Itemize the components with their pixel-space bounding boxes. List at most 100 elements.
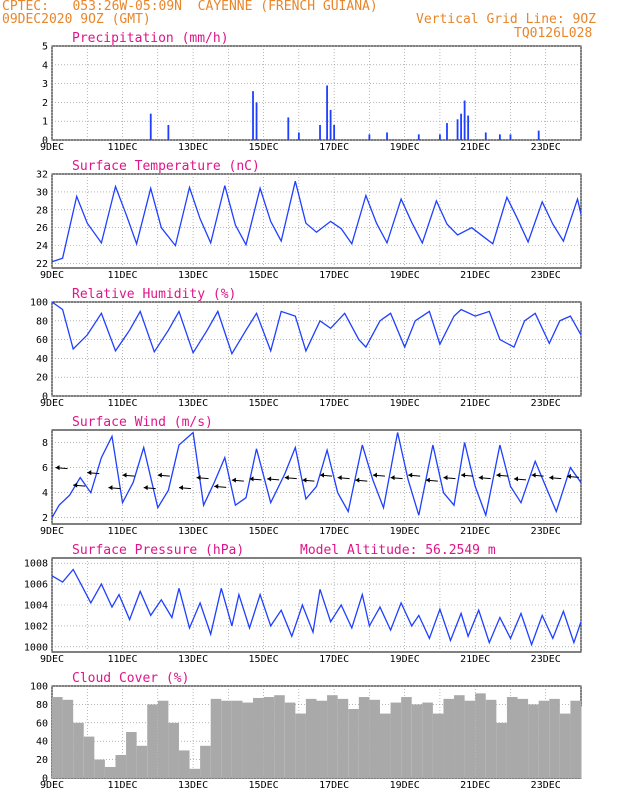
cloud-bar xyxy=(517,698,529,778)
cloud-bar xyxy=(189,768,201,778)
y-tick-label: 100 xyxy=(30,682,48,693)
x-tick-label: 9DEC xyxy=(40,526,64,537)
panel-frame xyxy=(51,173,582,269)
x-tick-label: 11DEC xyxy=(107,526,137,537)
header-line2-right: Vertical Grid Line: 9OZ xyxy=(416,12,597,27)
wind-arrow-head xyxy=(108,485,113,491)
cloud-bar xyxy=(284,702,296,778)
panel-subtitle: Model Altitude: 56.2549 m xyxy=(300,543,496,558)
cloud-bar xyxy=(94,759,105,778)
cloud-bar xyxy=(52,697,63,778)
x-tick-label: 11DEC xyxy=(107,142,137,153)
cloud-bar xyxy=(136,745,148,778)
precip-bar xyxy=(252,91,254,140)
x-tick-label: 9DEC xyxy=(40,142,64,153)
cloud-bar xyxy=(348,709,359,778)
wind-arrow-head xyxy=(249,476,254,482)
cloud-bar xyxy=(157,700,169,778)
y-tick-label: 30 xyxy=(36,187,48,198)
wind-arrow-head xyxy=(461,472,466,478)
series-line xyxy=(51,431,582,519)
cloud-bar xyxy=(263,697,275,778)
cloud-bar xyxy=(358,697,370,778)
x-tick-label: 13DEC xyxy=(178,780,208,791)
panel-title: Cloud Cover (%) xyxy=(72,671,189,686)
x-tick-label: 17DEC xyxy=(319,142,349,153)
y-tick-label: 60 xyxy=(36,335,48,346)
x-tick-label: 21DEC xyxy=(460,398,490,409)
cloud-bar xyxy=(83,736,95,778)
precip-bar xyxy=(368,134,371,140)
panel-title: Surface Temperature (nC) xyxy=(72,159,260,174)
y-tick-label: 0 xyxy=(42,392,48,403)
cloud-bar xyxy=(147,704,158,778)
precip-bar xyxy=(467,115,470,140)
cloud-bar xyxy=(210,698,222,778)
y-tick-label: 4 xyxy=(42,60,48,71)
x-tick-label: 23DEC xyxy=(531,526,561,537)
x-tick-label: 15DEC xyxy=(249,654,279,665)
cloud-bar xyxy=(369,699,380,778)
x-tick-label: 9DEC xyxy=(40,780,64,791)
y-tick-label: 0 xyxy=(42,136,48,147)
cloud-bar xyxy=(62,699,74,778)
cloud-bar xyxy=(570,700,581,778)
cloud-bar xyxy=(221,700,232,778)
y-tick-label: 1002 xyxy=(24,621,48,632)
wind-arrow-head xyxy=(443,475,448,481)
precip-bar xyxy=(329,109,332,140)
cloud-bar xyxy=(538,700,550,778)
y-tick-label: 2 xyxy=(42,513,48,524)
x-tick-label: 23DEC xyxy=(531,142,561,153)
y-tick-label: 20 xyxy=(36,373,48,384)
precip-bar xyxy=(167,124,170,140)
x-tick-label: 17DEC xyxy=(319,526,349,537)
panel-title: Precipitation (mm/h) xyxy=(72,31,229,46)
x-tick-label: 21DEC xyxy=(460,270,490,281)
cloud-bar xyxy=(316,700,328,778)
y-tick-label: 40 xyxy=(36,354,48,365)
y-tick-label: 1004 xyxy=(24,601,48,612)
cloud-bar xyxy=(115,755,127,778)
y-tick-label: 2 xyxy=(42,98,48,109)
wind-arrow-head xyxy=(73,482,78,488)
cloud-bar xyxy=(464,700,476,778)
cloud-bar xyxy=(390,702,402,778)
panel-title: Relative Humidity (%) xyxy=(72,287,236,302)
precip-bar xyxy=(149,113,152,140)
x-tick-label: 11DEC xyxy=(107,780,137,791)
y-tick-label: 5 xyxy=(42,42,48,53)
x-tick-label: 19DEC xyxy=(390,142,420,153)
cloud-bar xyxy=(485,699,497,778)
wind-arrow-head xyxy=(55,465,60,471)
cloud-bar xyxy=(274,695,285,778)
cloud-bar xyxy=(443,698,455,778)
y-tick-label: 24 xyxy=(36,241,48,252)
cloud-bar xyxy=(295,713,306,778)
x-tick-label: 19DEC xyxy=(390,526,420,537)
precip-bar xyxy=(255,102,258,140)
cloud-bar xyxy=(422,702,433,778)
panel-title: Surface Pressure (hPa) xyxy=(72,543,244,558)
precip-bar xyxy=(319,124,321,140)
x-tick-label: 21DEC xyxy=(460,780,490,791)
cloud-bar xyxy=(379,713,391,778)
wind-arrow-head xyxy=(178,485,183,491)
cloud-bar xyxy=(231,700,243,778)
wind-arrow-head xyxy=(337,475,342,481)
wind-arrow-head xyxy=(355,477,360,483)
cloud-bar xyxy=(327,695,338,778)
cloud-bar xyxy=(411,704,423,778)
cloud-bar xyxy=(581,706,582,778)
cloud-bar xyxy=(200,745,211,778)
header-line1: CPTEC: 053:26W-05:09N CAYENNE (FRENCH GU… xyxy=(2,0,378,14)
x-tick-label: 17DEC xyxy=(319,270,349,281)
y-tick-label: 80 xyxy=(36,700,48,711)
x-tick-label: 23DEC xyxy=(531,270,561,281)
x-tick-label: 15DEC xyxy=(249,526,279,537)
series-line xyxy=(51,301,582,356)
y-tick-label: 100 xyxy=(30,298,48,309)
cloud-bar xyxy=(126,732,137,778)
x-tick-label: 9DEC xyxy=(40,398,64,409)
